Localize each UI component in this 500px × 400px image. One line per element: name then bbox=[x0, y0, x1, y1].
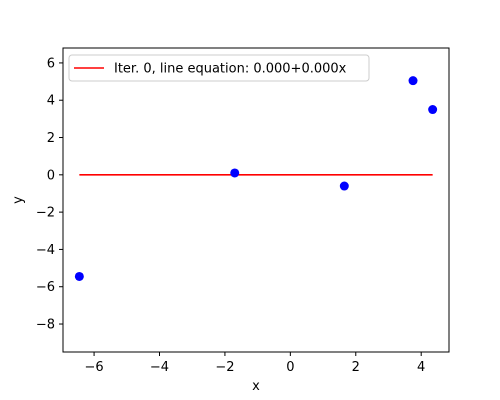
x-tick-label: 2 bbox=[352, 360, 360, 375]
legend-box bbox=[68, 54, 370, 82]
data-point bbox=[74, 271, 84, 281]
y-tick-label: −8 bbox=[36, 318, 55, 333]
x-tick-label: −6 bbox=[84, 360, 103, 375]
y-tick-label: 2 bbox=[47, 131, 55, 146]
x-axis-ticks: −6 −4 −2 0 2 4 bbox=[84, 352, 425, 375]
y-tick-label: 4 bbox=[47, 94, 55, 109]
y-tick-label: −4 bbox=[36, 243, 55, 258]
x-tick-label: −2 bbox=[215, 360, 234, 375]
y-tick-label: −6 bbox=[36, 280, 55, 295]
x-tick-label: −4 bbox=[150, 360, 169, 375]
x-tick-label: 0 bbox=[286, 360, 294, 375]
data-point bbox=[408, 76, 418, 86]
data-point bbox=[339, 181, 349, 191]
data-point bbox=[428, 105, 438, 115]
x-axis-label: x bbox=[252, 379, 260, 394]
data-point bbox=[230, 168, 240, 178]
y-tick-label: 6 bbox=[47, 56, 55, 71]
legend-entry-label: Iter. 0, line equation: 0.000+0.000x bbox=[114, 62, 347, 77]
data-points bbox=[74, 76, 438, 281]
y-tick-label: −2 bbox=[36, 206, 55, 221]
legend: Iter. 0, line equation: 0.000+0.000x bbox=[68, 54, 370, 82]
y-axis-ticks: −8 −6 −4 −2 0 2 4 6 bbox=[36, 56, 63, 333]
x-tick-label: 4 bbox=[417, 360, 425, 375]
y-tick-label: 0 bbox=[47, 168, 55, 183]
plot-area bbox=[62, 47, 450, 353]
y-axis-label: y bbox=[11, 196, 26, 204]
